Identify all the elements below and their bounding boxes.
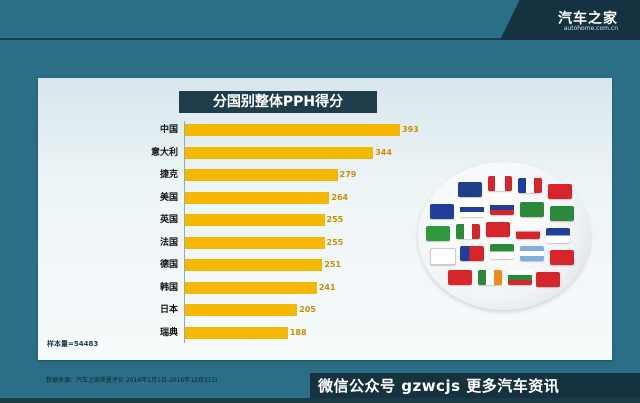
- category-axis-line: [184, 121, 185, 343]
- value-label: 344: [375, 147, 392, 157]
- flag-icon: [536, 272, 560, 287]
- brand-logo-text: 汽车之家: [558, 11, 618, 27]
- category-label: 瑞典: [159, 327, 178, 338]
- sample-size-note: 样本量=54483: [47, 340, 99, 348]
- flag-icon: [550, 250, 574, 265]
- flag-icon: [430, 248, 456, 265]
- flag-icon: [508, 270, 532, 285]
- value-label: 279: [339, 170, 357, 179]
- value-label: 241: [318, 282, 336, 292]
- bar: [185, 304, 298, 316]
- category-label: 法国: [159, 237, 178, 248]
- bar: [185, 124, 400, 136]
- bar: [185, 281, 317, 294]
- category-label: 中国: [159, 125, 178, 135]
- flag-icon: [460, 202, 484, 217]
- value-label: 393: [402, 125, 419, 134]
- chart-title: 分国别整体PPH得分: [179, 91, 377, 113]
- value-label: 255: [326, 237, 344, 247]
- value-label: 188: [289, 327, 307, 337]
- value-label: 205: [299, 305, 316, 314]
- flag-icon: [490, 200, 514, 215]
- flag-icon: [448, 270, 472, 285]
- flag-icon: [458, 182, 482, 197]
- flag-icon: [460, 246, 484, 261]
- flag-icon: [520, 202, 544, 217]
- flag-icon: [546, 228, 570, 243]
- category-label: 日本: [159, 305, 178, 315]
- bar: [185, 146, 374, 159]
- bottom-edge: [0, 398, 640, 403]
- bar: [185, 236, 325, 249]
- promo-banner: [310, 373, 640, 399]
- flag-icon: [518, 178, 542, 193]
- category-label: 意大利: [150, 147, 178, 158]
- flags-globe-image: [418, 162, 590, 310]
- flag-icon: [490, 244, 514, 259]
- flag-icon: [516, 224, 540, 239]
- flag-icon: [456, 224, 480, 239]
- promo-text: 微信公众号 gzwcjs 更多汽车资讯: [318, 377, 560, 395]
- flag-icon: [426, 226, 450, 241]
- category-label: 捷克: [159, 170, 178, 180]
- flag-icon: [430, 204, 454, 219]
- brand-logo-tab: [500, 0, 640, 40]
- flag-icon: [478, 270, 502, 285]
- category-label: 韩国: [159, 282, 178, 293]
- brand-logo-url: autohome.com.cn: [563, 25, 618, 32]
- category-label: 美国: [159, 192, 178, 203]
- flag-icon: [550, 206, 574, 221]
- value-label: 255: [326, 215, 344, 224]
- flag-icon: [486, 222, 510, 237]
- bar: [185, 214, 325, 226]
- flag-icon: [488, 176, 512, 191]
- data-source-note: 数据来源：汽车之家质量评价 2016年1月1日-2016年12月31日: [46, 377, 218, 384]
- flag-icon: [520, 246, 544, 261]
- bar: [185, 169, 338, 181]
- value-label: 264: [331, 192, 349, 202]
- top-divider: [0, 38, 640, 40]
- bar: [185, 326, 288, 339]
- bar: [185, 191, 330, 204]
- value-label: 251: [324, 260, 342, 269]
- bar: [185, 259, 323, 271]
- category-label: 英国: [159, 215, 178, 225]
- category-label: 德国: [159, 260, 178, 270]
- flag-icon: [548, 184, 572, 199]
